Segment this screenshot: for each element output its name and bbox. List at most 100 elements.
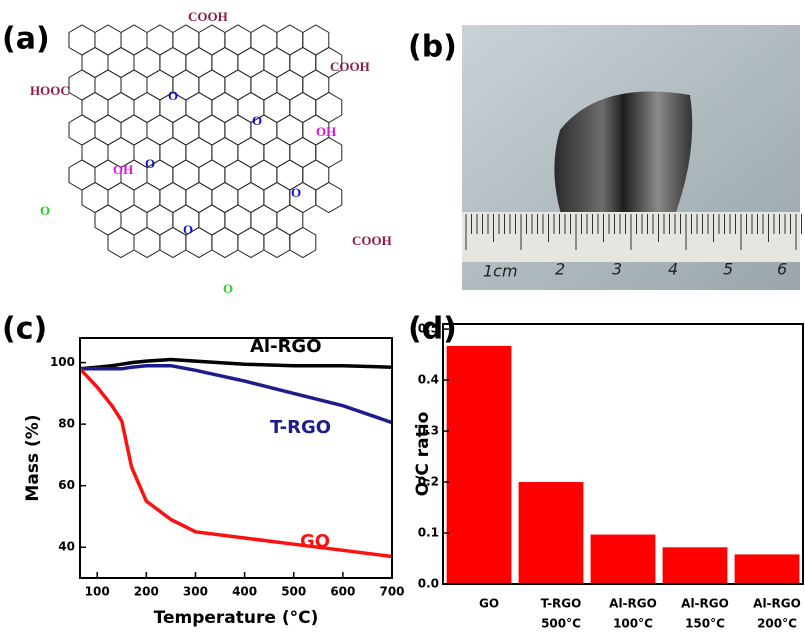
ring <box>238 138 264 168</box>
group: O <box>168 88 178 103</box>
x-tick-label: GO <box>479 597 499 611</box>
group: O <box>40 203 50 218</box>
ring <box>212 138 238 168</box>
ring <box>199 160 225 190</box>
x-tick-sublabel: 500°C <box>541 617 581 631</box>
ring <box>95 70 121 100</box>
ring <box>108 48 134 78</box>
bar <box>519 482 584 584</box>
y-tick-label: 0.5 <box>418 322 439 336</box>
bar <box>735 554 800 584</box>
ruler-label: 6 <box>777 260 787 279</box>
ring <box>69 160 95 190</box>
ring <box>316 93 342 123</box>
group: O <box>291 185 301 200</box>
ring <box>199 205 225 235</box>
x-tick-label: 100 <box>85 585 110 599</box>
group: O <box>145 156 155 171</box>
ring <box>251 25 277 55</box>
ring <box>212 48 238 78</box>
ring <box>134 183 160 213</box>
figure: (a) (b) (c) (d) COOH COOH HOOC O O OH O … <box>0 0 805 633</box>
ruler-label: 4 <box>668 260 678 279</box>
ring <box>108 183 134 213</box>
group: HOOC <box>30 83 70 98</box>
ring <box>108 93 134 123</box>
ring <box>173 115 199 145</box>
y-tick-label: 40 <box>58 540 75 554</box>
y-tick-label: 60 <box>58 478 75 492</box>
ring <box>186 138 212 168</box>
ring <box>264 228 290 258</box>
ring <box>277 25 303 55</box>
y-tick-label: 0.1 <box>418 526 439 540</box>
ring <box>108 228 134 258</box>
group: OH <box>113 162 133 177</box>
ring <box>173 25 199 55</box>
y-tick-label: 0.4 <box>418 373 439 387</box>
ring <box>277 205 303 235</box>
x-tick-label: 500 <box>281 585 306 599</box>
ring <box>69 70 95 100</box>
series-label: Al-RGO <box>250 336 322 357</box>
group: COOH <box>330 59 370 74</box>
y-tick-label: 80 <box>58 417 75 431</box>
ruler-label: 1cm <box>483 262 518 281</box>
panel-label: (c) <box>2 312 47 347</box>
plot-frame <box>80 338 392 578</box>
group: O <box>223 281 233 296</box>
ring <box>277 115 303 145</box>
x-tick-label: 400 <box>232 585 257 599</box>
y-axis-label: O/C ratio <box>413 412 433 497</box>
y-tick-label: 0.0 <box>418 577 439 591</box>
ring <box>121 115 147 145</box>
y-tick-label: 100 <box>50 355 75 369</box>
ring <box>121 25 147 55</box>
y-axis-label: Mass (%) <box>23 414 43 501</box>
ring <box>95 115 121 145</box>
ring <box>82 183 108 213</box>
ring <box>225 115 251 145</box>
group: O <box>183 222 193 237</box>
x-tick-label: 700 <box>379 585 404 599</box>
x-tick-label: 300 <box>183 585 208 599</box>
ring <box>173 160 199 190</box>
ring <box>290 228 316 258</box>
ring <box>69 25 95 55</box>
ring <box>238 228 264 258</box>
ring <box>316 138 342 168</box>
ring <box>186 183 212 213</box>
ring <box>199 70 225 100</box>
ring <box>316 183 342 213</box>
x-tick-label: Al-RGO <box>609 597 657 611</box>
ring <box>238 183 264 213</box>
ring <box>186 48 212 78</box>
ring <box>134 48 160 78</box>
ring <box>147 25 173 55</box>
ring <box>264 93 290 123</box>
ring <box>160 228 186 258</box>
ring <box>290 48 316 78</box>
panel-label: (a) <box>2 22 50 57</box>
ring <box>121 205 147 235</box>
ring <box>251 205 277 235</box>
ring <box>82 138 108 168</box>
x-tick-label: Al-RGO <box>753 597 801 611</box>
ring <box>147 205 173 235</box>
x-tick-label: 200 <box>134 585 159 599</box>
ring <box>95 205 121 235</box>
ring <box>82 48 108 78</box>
x-tick-label: T-RGO <box>541 597 582 611</box>
group: COOH <box>352 233 392 248</box>
x-tick-label: 600 <box>330 585 355 599</box>
ring <box>251 70 277 100</box>
ring <box>160 138 186 168</box>
ring <box>303 70 329 100</box>
ring <box>264 183 290 213</box>
ring <box>160 183 186 213</box>
ring <box>264 138 290 168</box>
x-axis-label: Temperature (°C) <box>154 608 319 628</box>
ring <box>69 115 95 145</box>
ring <box>225 205 251 235</box>
ring <box>290 138 316 168</box>
